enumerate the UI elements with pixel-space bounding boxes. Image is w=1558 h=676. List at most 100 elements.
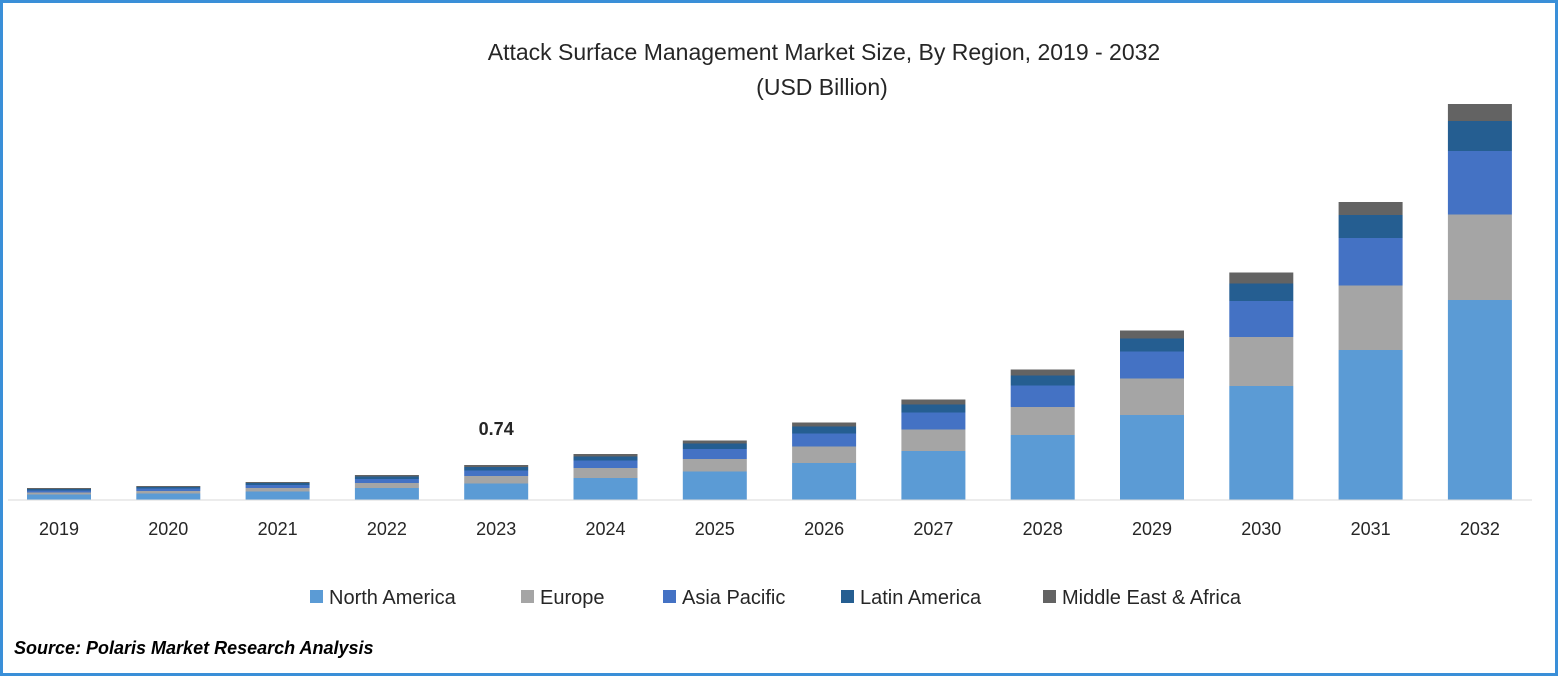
data-label: 0.74 — [479, 419, 514, 439]
legend-swatch-latin-america — [841, 590, 854, 603]
bar-segment-2023-latin-america — [464, 467, 529, 471]
bar-segment-2020-asia-pacific — [136, 488, 201, 491]
bars-group — [27, 104, 1512, 500]
bar-segment-2020-middle-east-africa — [136, 486, 201, 487]
bar-segment-2021-asia-pacific — [245, 485, 310, 488]
legend-label: North America — [329, 587, 457, 609]
bar-segment-2019-middle-east-africa — [27, 488, 91, 489]
x-tick-label: 2021 — [258, 519, 298, 539]
bar-segment-2026-asia-pacific — [792, 433, 857, 447]
bar-segment-2023-north-america — [464, 483, 529, 500]
bar-segment-2029-latin-america — [1120, 338, 1184, 352]
bar-segment-2022-middle-east-africa — [354, 475, 419, 477]
legend: North America Europe Asia Pacific Latin Ame… — [310, 587, 1242, 609]
x-tick-label: 2032 — [1460, 519, 1500, 539]
bar-segment-2032-north-america — [1447, 300, 1512, 500]
bar-segment-2021-latin-america — [245, 483, 310, 485]
bar-segment-2024-north-america — [573, 478, 638, 500]
bar-segment-2026-north-america — [792, 463, 857, 500]
bar-segment-2020-europe — [136, 491, 201, 494]
bar-segment-2028-north-america — [1010, 435, 1075, 500]
bar-segment-2030-latin-america — [1229, 283, 1294, 301]
bar-segment-2026-middle-east-africa — [792, 422, 857, 427]
bar-segment-2030-asia-pacific — [1229, 301, 1294, 337]
bar-segment-2025-middle-east-africa — [682, 440, 747, 444]
bar-segment-2026-latin-america — [792, 426, 857, 434]
bar-segment-2032-asia-pacific — [1447, 151, 1512, 215]
x-tick-label: 2027 — [913, 519, 953, 539]
bar-segment-2022-north-america — [354, 488, 419, 500]
bar-segment-2028-middle-east-africa — [1010, 369, 1075, 376]
bar-segment-2028-latin-america — [1010, 375, 1075, 386]
legend-swatch-europe — [521, 590, 534, 603]
bar-segment-2030-middle-east-africa — [1229, 272, 1294, 284]
x-tick-label: 2024 — [585, 519, 625, 539]
bar-segment-2022-latin-america — [354, 476, 419, 479]
bar-segment-2021-middle-east-africa — [245, 482, 310, 483]
legend-label: Asia Pacific — [682, 587, 785, 609]
bar-segment-2019-europe — [27, 492, 91, 495]
x-tick-label: 2022 — [367, 519, 407, 539]
bar-segment-2027-asia-pacific — [901, 412, 966, 430]
bar-segment-2026-europe — [792, 446, 857, 463]
bar-segment-2029-asia-pacific — [1120, 351, 1184, 379]
x-tick-label: 2028 — [1023, 519, 1063, 539]
bar-segment-2020-north-america — [136, 493, 201, 500]
bar-segment-2022-europe — [354, 483, 419, 488]
bar-segment-2020-latin-america — [136, 487, 201, 489]
bar-segment-2023-middle-east-africa — [464, 465, 529, 467]
bar-segment-2024-latin-america — [573, 456, 638, 461]
legend-label: Latin America — [860, 587, 982, 609]
bar-segment-2029-europe — [1120, 378, 1184, 415]
x-tick-labels: 2019 2020 2021 2022 2023 2024 2025 2026 2027 2028… — [39, 519, 1500, 539]
chart-title: Attack Surface Management Market Size, B… — [488, 39, 1160, 65]
bar-segment-2031-asia-pacific — [1338, 238, 1403, 286]
bar-segment-2029-north-america — [1120, 415, 1184, 500]
bar-segment-2029-middle-east-africa — [1120, 330, 1184, 339]
bar-segment-2019-north-america — [27, 494, 91, 500]
bar-segment-2031-latin-america — [1338, 215, 1403, 238]
legend-swatch-asia-pacific — [663, 590, 676, 603]
bar-segment-2032-europe — [1447, 214, 1512, 300]
bar-segment-2025-asia-pacific — [682, 449, 747, 459]
bar-segment-2021-europe — [245, 488, 310, 492]
source-note: Source: Polaris Market Research Analysis — [14, 638, 374, 658]
x-tick-label: 2030 — [1241, 519, 1281, 539]
bar-segment-2025-north-america — [682, 471, 747, 500]
bar-segment-2031-middle-east-africa — [1338, 202, 1403, 215]
bar-segment-2032-middle-east-africa — [1447, 104, 1512, 121]
chart-subtitle: (USD Billion) — [756, 74, 888, 100]
data-labels: 0.74 — [479, 419, 514, 439]
bar-segment-2032-latin-america — [1447, 121, 1512, 151]
bar-segment-2025-latin-america — [682, 443, 747, 449]
legend-swatch-north-america — [310, 590, 323, 603]
bar-segment-2023-europe — [464, 476, 529, 484]
legend-label: Middle East & Africa — [1062, 587, 1242, 609]
bar-segment-2024-europe — [573, 468, 638, 478]
bar-segment-2031-north-america — [1338, 350, 1403, 500]
bar-segment-2027-latin-america — [901, 404, 966, 413]
x-tick-label: 2019 — [39, 519, 79, 539]
bar-segment-2023-asia-pacific — [464, 470, 529, 476]
bar-segment-2028-europe — [1010, 407, 1075, 435]
bar-segment-2025-europe — [682, 459, 747, 472]
bar-segment-2027-north-america — [901, 451, 966, 500]
bar-segment-2031-europe — [1338, 285, 1403, 350]
x-tick-label: 2031 — [1351, 519, 1391, 539]
bar-segment-2024-middle-east-africa — [573, 454, 638, 457]
x-tick-label: 2029 — [1132, 519, 1172, 539]
bar-segment-2027-europe — [901, 429, 966, 451]
x-tick-label: 2020 — [148, 519, 188, 539]
x-tick-label: 2026 — [804, 519, 844, 539]
bar-segment-2022-asia-pacific — [354, 479, 419, 483]
bar-segment-2019-latin-america — [27, 489, 91, 491]
bar-segment-2030-north-america — [1229, 386, 1294, 500]
legend-label: Europe — [540, 587, 605, 609]
bar-segment-2027-middle-east-africa — [901, 399, 966, 405]
x-tick-label: 2023 — [476, 519, 516, 539]
x-tick-label: 2025 — [695, 519, 735, 539]
legend-swatch-middle-east-africa — [1043, 590, 1056, 603]
bar-segment-2028-asia-pacific — [1010, 385, 1075, 407]
